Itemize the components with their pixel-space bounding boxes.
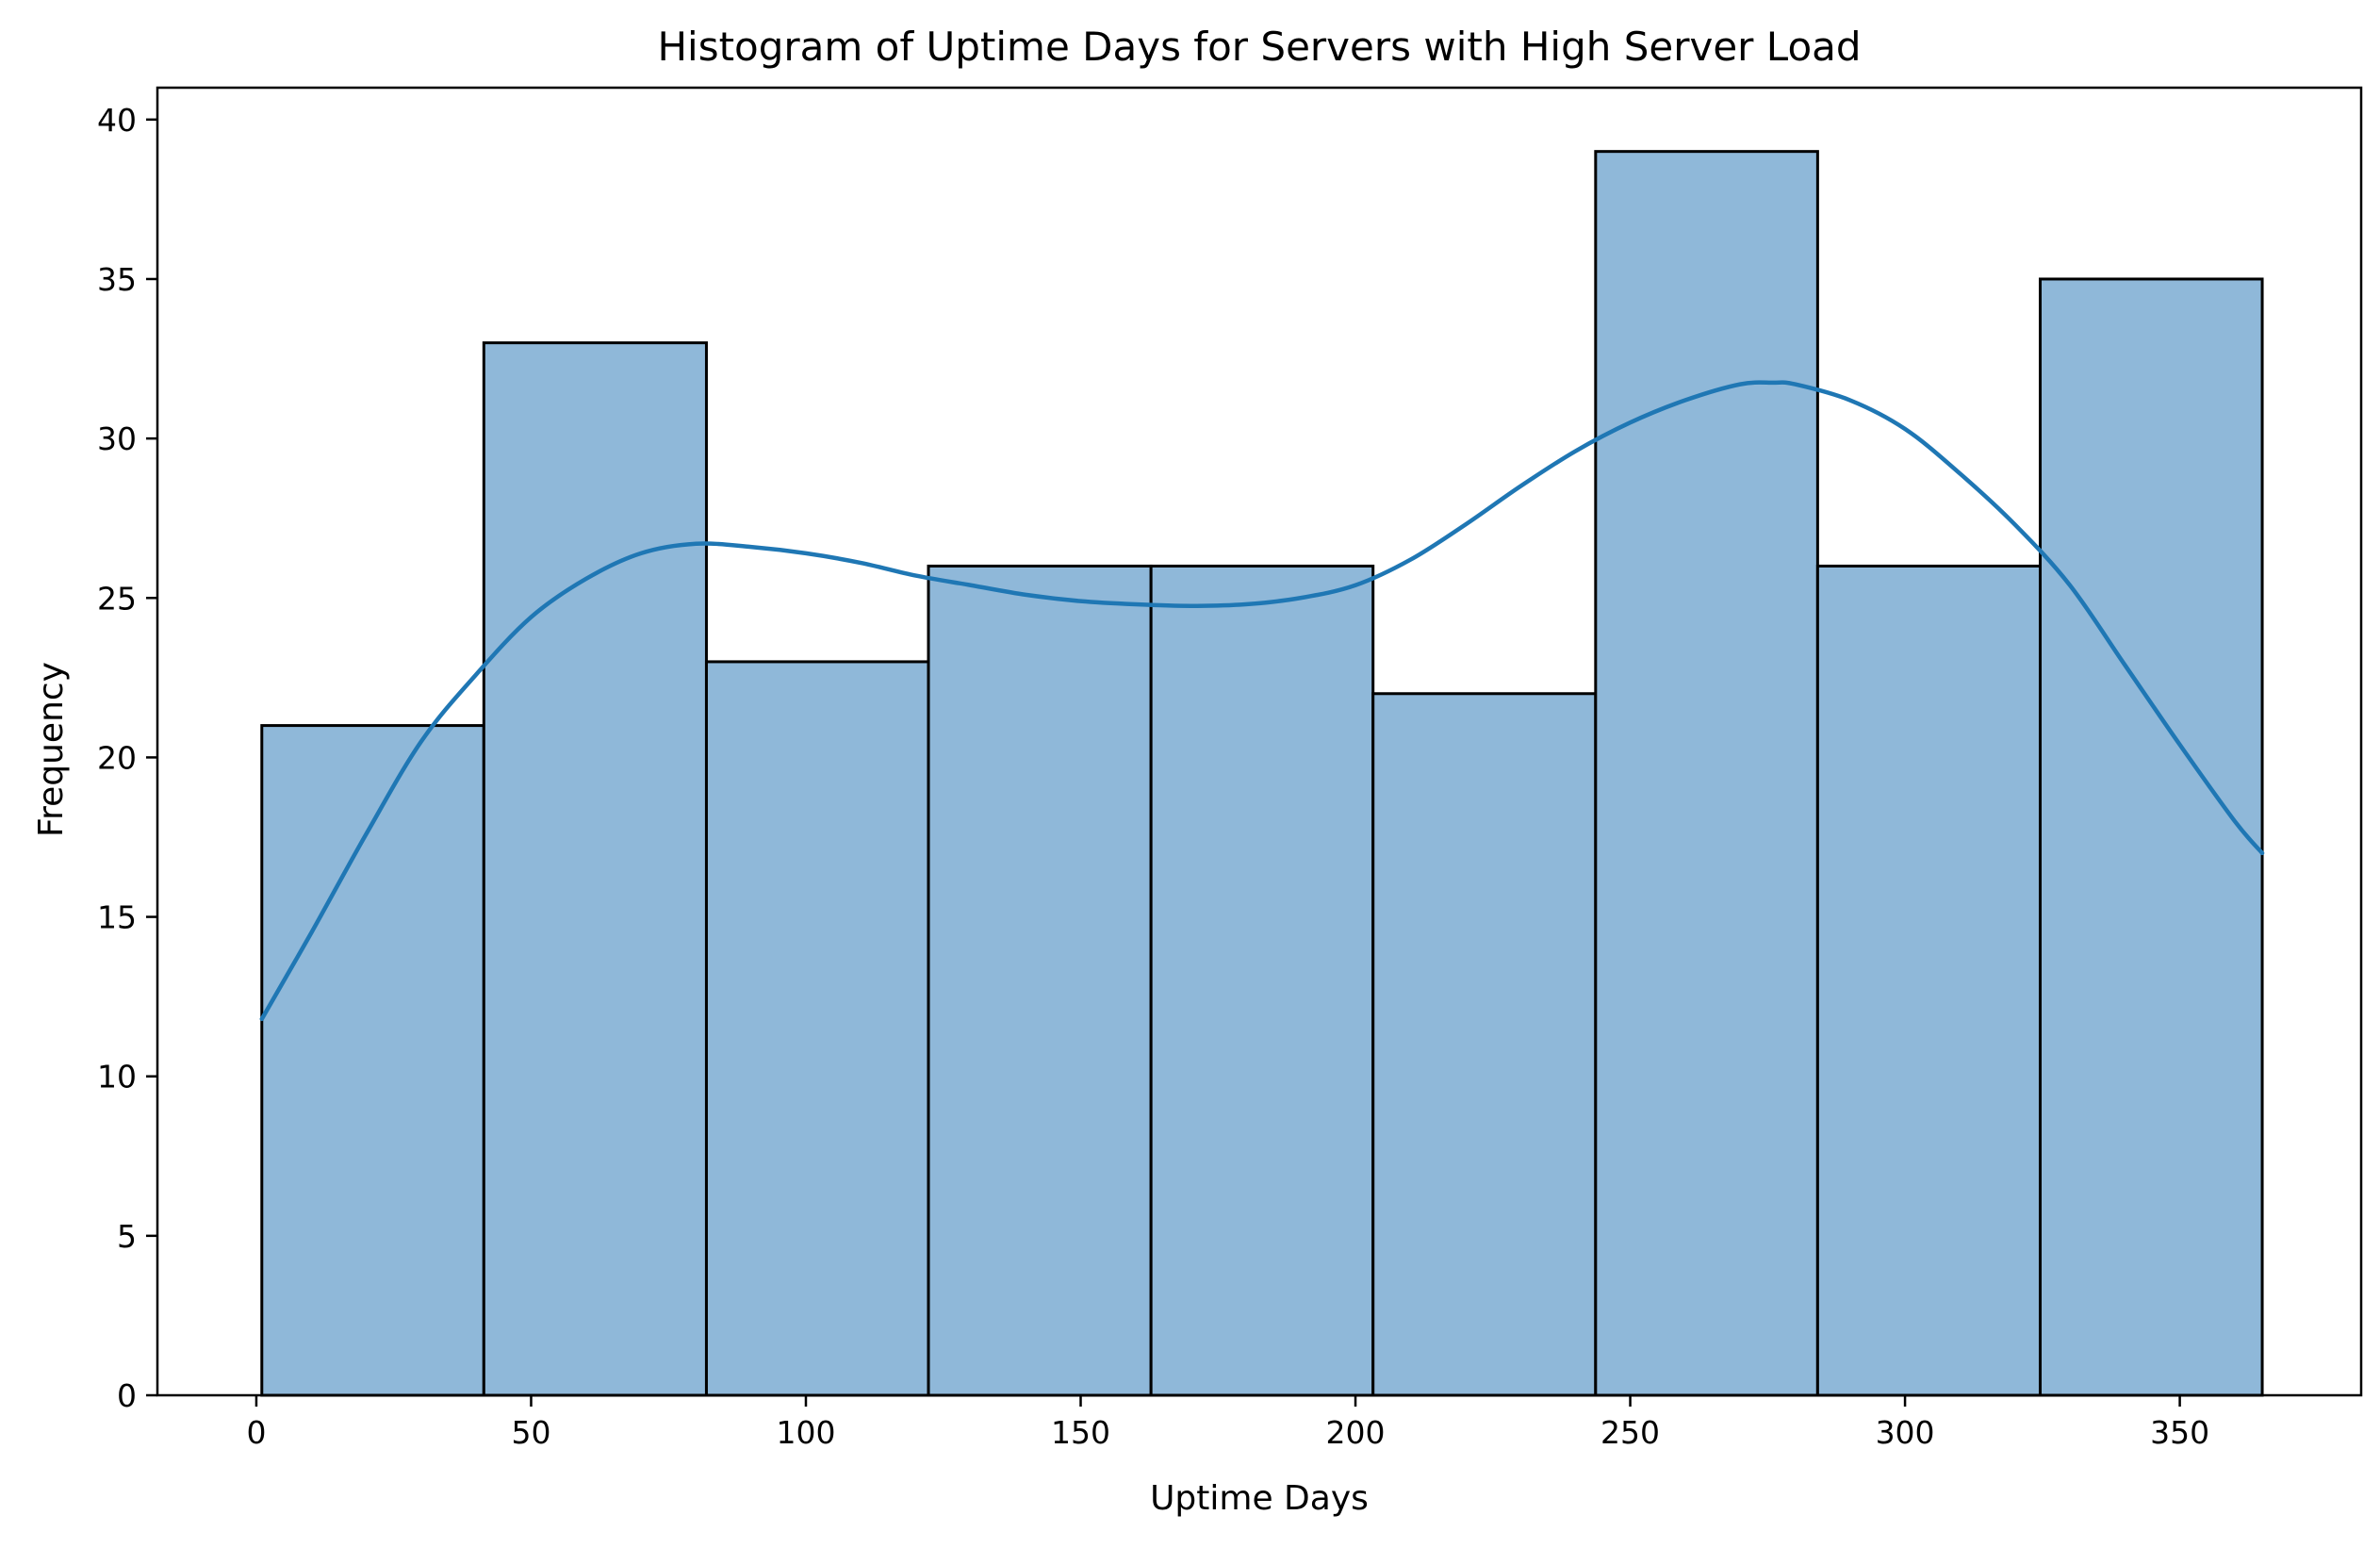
x-tick-label: 50 bbox=[511, 1414, 550, 1451]
x-tick-label: 350 bbox=[2150, 1414, 2209, 1451]
histogram-bar-9 bbox=[2039, 277, 2264, 1397]
x-axis-label: Uptime Days bbox=[1150, 1479, 1369, 1518]
x-ticks: 0 50 100 150 200 250 300 350 bbox=[246, 1395, 2209, 1451]
bars-layer bbox=[260, 150, 2264, 1397]
y-axis-label: Frequency bbox=[32, 662, 71, 837]
y-tick-label: 30 bbox=[97, 420, 137, 457]
histogram-bar-4 bbox=[927, 564, 1153, 1397]
histogram-bar-6 bbox=[1371, 692, 1598, 1397]
y-ticks: 0 5 10 15 20 25 30 35 40 bbox=[97, 102, 157, 1414]
x-tick-label: 300 bbox=[1876, 1414, 1935, 1451]
y-tick-label: 10 bbox=[97, 1059, 137, 1095]
histogram-bar-5 bbox=[1149, 564, 1375, 1397]
histogram-bar-2 bbox=[482, 341, 708, 1397]
x-tick-label: 250 bbox=[1600, 1414, 1660, 1451]
kde-curve bbox=[259, 380, 2265, 1022]
y-tick-label: 40 bbox=[97, 102, 137, 139]
histogram-bar-3 bbox=[704, 660, 930, 1397]
x-tick-label: 150 bbox=[1051, 1414, 1110, 1451]
histogram-bar-1 bbox=[260, 724, 485, 1397]
axes-layer bbox=[156, 86, 2363, 1397]
plot-frame bbox=[156, 86, 2363, 1397]
chart-title: Histogram of Uptime Days for Servers wit… bbox=[657, 24, 1861, 70]
x-tick-label: 200 bbox=[1326, 1414, 1386, 1451]
x-tick-label: 100 bbox=[776, 1414, 835, 1451]
y-tick-label: 25 bbox=[97, 580, 137, 617]
kde-layer bbox=[259, 380, 2265, 1022]
y-tick-label: 0 bbox=[117, 1377, 137, 1414]
histogram-bar-8 bbox=[1815, 564, 2043, 1397]
y-tick-label: 20 bbox=[97, 739, 137, 776]
x-tick-label: 0 bbox=[246, 1414, 266, 1451]
y-tick-label: 15 bbox=[97, 899, 137, 936]
y-tick-label: 35 bbox=[97, 261, 137, 298]
y-tick-label: 5 bbox=[117, 1218, 137, 1255]
histogram-bar-7 bbox=[1594, 150, 1819, 1397]
